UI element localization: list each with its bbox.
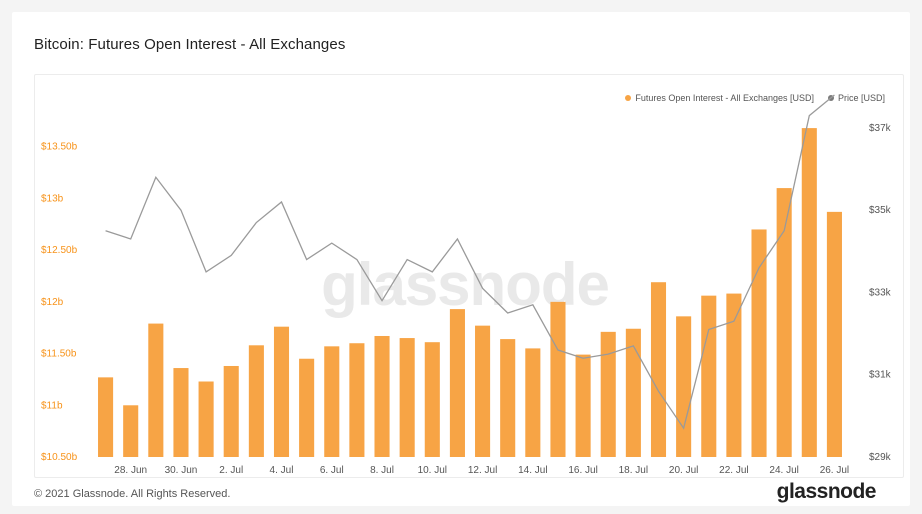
x-tick-label: 16. Jul	[568, 465, 597, 476]
oi-bar-15-jul[interactable]	[550, 301, 566, 457]
legend-label-oi: Futures Open Interest - All Exchanges [U…	[635, 93, 814, 103]
watermark-logo: glassnode	[321, 251, 609, 318]
x-tick-label: 8. Jul	[370, 465, 394, 476]
x-tick-label: 12. Jul	[468, 465, 497, 476]
x-tick-label: 10. Jul	[418, 465, 447, 476]
x-tick-label: 30. Jun	[165, 465, 198, 476]
oi-bar-10-jul[interactable]	[424, 342, 440, 457]
oi-bar-14-jul[interactable]	[525, 348, 541, 457]
x-tick-label: 24. Jul	[769, 465, 798, 476]
oi-bar-19-jul[interactable]	[650, 282, 667, 457]
chart-card: Bitcoin: Futures Open Interest - All Exc…	[12, 12, 910, 506]
oi-bar-4-jul[interactable]	[273, 326, 290, 457]
x-axis: 28. Jun 30. Jun 2. Jul 4. Jul 6. Jul 8. Jul 10…	[114, 465, 849, 476]
x-tick-label: 22. Jul	[719, 465, 748, 476]
oi-bar-22-jul[interactable]	[726, 293, 742, 457]
left-axis: $10.50b $11b $11.50b $12b $12.50b $13b $13.50b	[41, 142, 78, 463]
oi-bar-3-jul[interactable]	[248, 345, 264, 457]
y-left-tick-label: $13b	[41, 193, 64, 204]
oi-bar-9-jul[interactable]	[399, 338, 415, 457]
oi-bar-24-jul[interactable]	[776, 188, 792, 457]
oi-bar-11-jul[interactable]	[449, 309, 465, 457]
oi-bar-30-jun[interactable]	[173, 368, 189, 457]
oi-bar-5-jul[interactable]	[299, 358, 315, 457]
legend-item-oi[interactable]: Futures Open Interest - All Exchanges [U…	[625, 93, 814, 103]
oi-bar-28-jun[interactable]	[123, 405, 139, 457]
oi-bar-6-jul[interactable]	[324, 346, 340, 457]
y-left-tick-label: $12b	[41, 297, 64, 308]
legend-swatch-oi	[625, 95, 632, 101]
y-right-tick-label: $29k	[869, 452, 892, 463]
oi-bar-26-jul[interactable]	[826, 211, 842, 457]
oi-bar-23-jul[interactable]	[751, 229, 767, 457]
oi-bar-21-jul[interactable]	[701, 295, 717, 457]
y-left-tick-label: $13.50b	[41, 142, 78, 153]
y-left-tick-label: $10.50b	[41, 452, 78, 463]
price-line	[105, 94, 835, 430]
oi-bar-29-jun[interactable]	[148, 323, 164, 457]
oi-bar-7-jul[interactable]	[349, 343, 365, 457]
x-tick-label: 20. Jul	[669, 465, 698, 476]
footer-logo[interactable]: glassnode	[776, 480, 877, 503]
x-tick-label: 6. Jul	[320, 465, 344, 476]
y-right-tick-label: $31k	[869, 370, 892, 381]
oi-bar-27-jun[interactable]	[98, 377, 114, 457]
footer-copyright: © 2021 Glassnode. All Rights Reserved.	[34, 488, 231, 500]
oi-bar-20-jul[interactable]	[676, 316, 692, 457]
oi-bar-12-jul[interactable]	[475, 325, 491, 457]
right-axis: $29k $31k $33k $35k $37k	[869, 123, 892, 463]
chart-plot: glassnode $10.50b$11b$11.50b$12b$12.50b$…	[41, 94, 892, 476]
y-left-tick-label: $11b	[41, 400, 63, 411]
oi-bar-17-jul[interactable]	[600, 331, 616, 457]
legend-label-price: Price [USD]	[837, 93, 885, 103]
y-left-tick-label: $11.50b	[41, 349, 77, 360]
x-tick-label: 28. Jun	[114, 465, 147, 476]
x-tick-label: 18. Jul	[619, 465, 648, 476]
oi-bar-13-jul[interactable]	[500, 339, 516, 457]
oi-bar-1-jul[interactable]	[198, 381, 214, 458]
oi-bar-16-jul[interactable]	[575, 354, 591, 457]
oi-bars	[98, 128, 842, 457]
x-tick-label: 4. Jul	[270, 465, 294, 476]
y-right-tick-label: $33k	[869, 287, 892, 298]
chart-area: Futures Open Interest - All Exchanges [U…	[34, 74, 904, 478]
y-right-tick-label: $37k	[869, 123, 892, 134]
oi-bar-18-jul[interactable]	[625, 328, 641, 457]
oi-bar-8-jul[interactable]	[374, 335, 390, 457]
x-tick-label: 14. Jul	[518, 465, 547, 476]
oi-bar-2-jul[interactable]	[223, 365, 239, 457]
x-tick-label: 26. Jul	[820, 465, 849, 476]
x-tick-label: 2. Jul	[219, 465, 243, 476]
y-right-tick-label: $35k	[869, 205, 892, 216]
chart-title: Bitcoin: Futures Open Interest - All Exc…	[34, 36, 346, 53]
oi-bar-25-jul[interactable]	[801, 128, 817, 457]
y-left-tick-label: $12.50b	[41, 245, 78, 256]
